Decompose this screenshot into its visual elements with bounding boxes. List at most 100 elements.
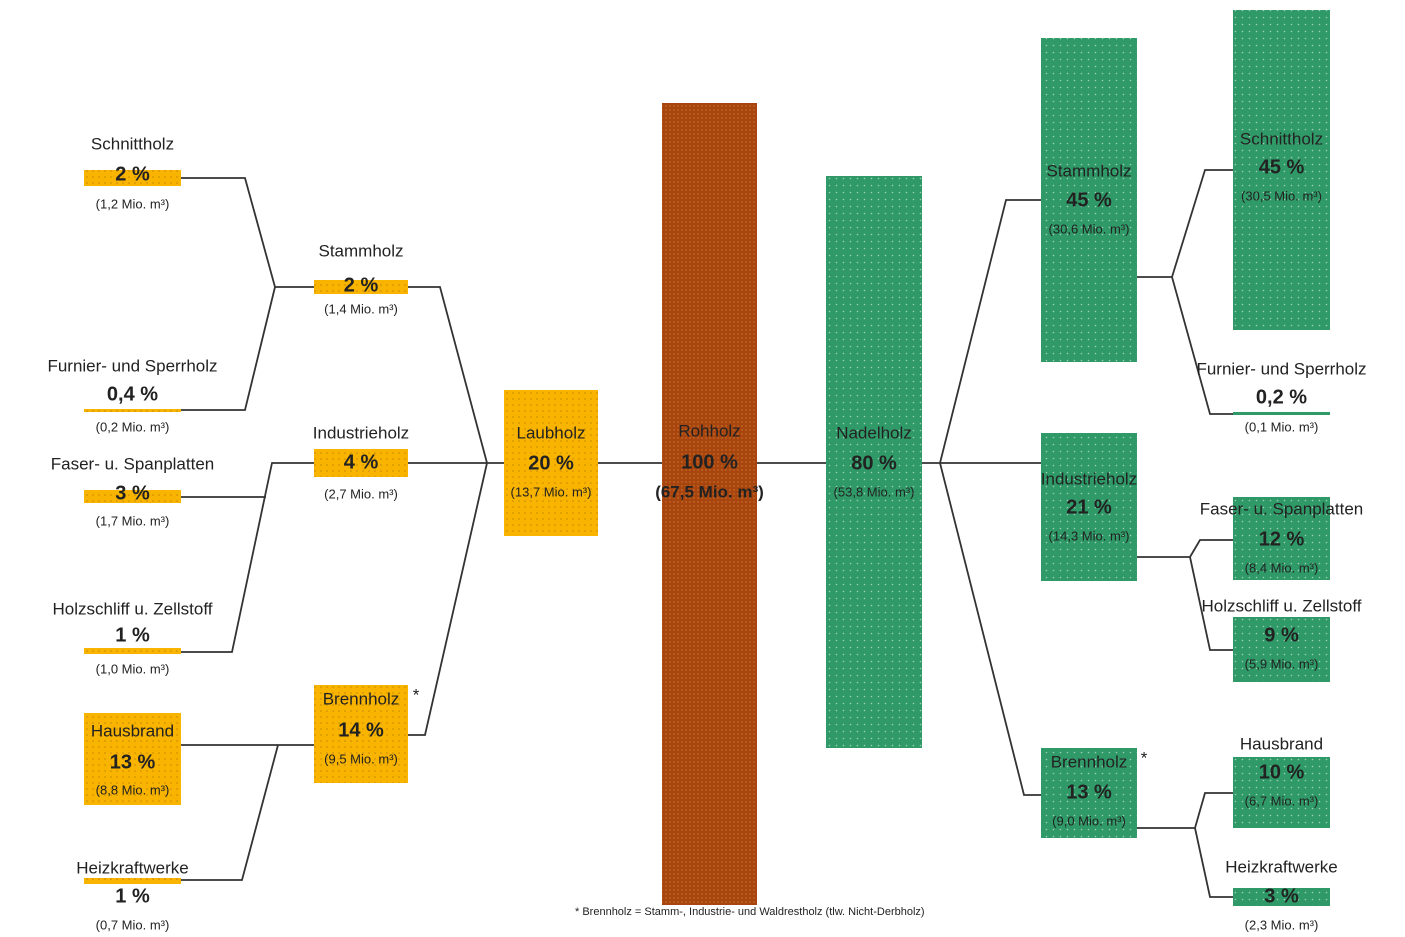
connector (181, 177, 314, 411)
node: Holzschliff u. Zellstoff 1 % (1,0 Mio. m³) (53, 599, 213, 676)
node: Stammholz 45 % (30,6 Mio. m³) (1041, 38, 1137, 362)
node-percent: 12 % (1259, 528, 1305, 550)
connector (1137, 169, 1233, 415)
node-box (1041, 38, 1137, 362)
node-volume: (1,7 Mio. m³) (96, 513, 170, 528)
node: Brennholz * 14 % (9,5 Mio. m³) (314, 685, 420, 783)
node-label: Holzschliff u. Zellstoff (1202, 596, 1362, 615)
node-volume: (67,5 Mio. m³) (655, 482, 764, 501)
node: Schnittholz 2 % (1,2 Mio. m³) (84, 134, 181, 211)
node-percent: 2 % (344, 274, 379, 296)
node: Faser- u. Spanplatten 12 % (8,4 Mio. m³) (1200, 497, 1363, 580)
node-label: Brennholz (1051, 752, 1128, 771)
node: Rohholz 100 % (67,5 Mio. m³) (655, 103, 764, 905)
node-volume: (8,4 Mio. m³) (1245, 560, 1319, 575)
node-percent: 10 % (1259, 761, 1305, 783)
node: Industrieholz 21 % (14,3 Mio. m³) (1041, 433, 1137, 581)
node-percent: 1 % (115, 885, 150, 907)
node-box (1233, 10, 1330, 330)
node-label: Rohholz (678, 421, 740, 440)
node-percent: 9 % (1264, 624, 1299, 646)
node-label: Brennholz (323, 689, 400, 708)
node: Hausbrand 13 % (8,8 Mio. m³) (84, 713, 181, 805)
connector (181, 462, 314, 653)
node: Brennholz * 13 % (9,0 Mio. m³) (1041, 748, 1148, 838)
node-label: Laubholz (516, 423, 585, 442)
node-label: Schnittholz (1240, 129, 1323, 148)
node-percent: 2 % (115, 163, 150, 185)
node-volume: (9,5 Mio. m³) (324, 751, 398, 766)
node-box (826, 176, 922, 748)
connector (1137, 539, 1233, 651)
node-box (1233, 757, 1330, 828)
node-percent: 100 % (681, 451, 738, 473)
node-box (1233, 888, 1330, 906)
node-volume: (1,4 Mio. m³) (324, 301, 398, 316)
node-volume: (1,0 Mio. m³) (96, 661, 170, 676)
node: Schnittholz 45 % (30,5 Mio. m³) (1233, 10, 1330, 330)
node: Holzschliff u. Zellstoff 9 % (5,9 Mio. m³) (1202, 596, 1362, 682)
node: Heizkraftwerke 3 % (2,3 Mio. m³) (1225, 857, 1337, 932)
node-volume: (0,2 Mio. m³) (96, 419, 170, 434)
footnote: * Brennholz = Stamm-, Industrie- und Wal… (575, 906, 925, 918)
node-volume: (5,9 Mio. m³) (1245, 656, 1319, 671)
node-box (84, 878, 181, 884)
node-box (84, 490, 181, 503)
node-box (84, 409, 181, 412)
node-label: Hausbrand (91, 721, 174, 740)
node-percent: 45 % (1066, 189, 1112, 211)
node: Industrieholz 4 % (2,7 Mio. m³) (313, 423, 409, 501)
node: Furnier- und Sperrholz 0,4 % (0,2 Mio. m³) (47, 356, 217, 434)
node-percent: 14 % (338, 719, 384, 741)
node-volume: (9,0 Mio. m³) (1052, 813, 1126, 828)
node-percent: 4 % (344, 451, 379, 473)
node-box (314, 685, 408, 783)
node-volume: (0,7 Mio. m³) (96, 917, 170, 932)
node-box (314, 280, 408, 294)
node-label: Furnier- und Sperrholz (47, 356, 217, 375)
node-label: Nadelholz (836, 423, 912, 442)
node-box (84, 170, 181, 186)
node-box (1233, 617, 1330, 682)
node-box (314, 449, 408, 477)
node-label: Holzschliff u. Zellstoff (53, 599, 213, 618)
node-percent: 21 % (1066, 496, 1112, 518)
node-percent: 0,4 % (107, 383, 158, 405)
node: Faser- u. Spanplatten 3 % (1,7 Mio. m³) (51, 454, 214, 528)
node-volume: (8,8 Mio. m³) (96, 782, 170, 797)
node: Furnier- und Sperrholz 0,2 % (0,1 Mio. m³) (1196, 359, 1366, 434)
node-volume: (0,1 Mio. m³) (1245, 419, 1319, 434)
node-volume: (53,8 Mio. m³) (834, 484, 915, 499)
node-percent: 13 % (1066, 781, 1112, 803)
node-label: Schnittholz (91, 134, 174, 153)
node-label: Stammholz (1046, 161, 1131, 180)
node-percent: 3 % (115, 482, 150, 504)
node-label: Industrieholz (1041, 469, 1137, 488)
node-box (1041, 748, 1137, 838)
node-label: Heizkraftwerke (1225, 857, 1337, 876)
node-volume: (2,7 Mio. m³) (324, 486, 398, 501)
node-percent: 1 % (115, 624, 150, 646)
node-percent: 3 % (1264, 885, 1299, 907)
node-box (1233, 497, 1330, 580)
node-label: Furnier- und Sperrholz (1196, 359, 1366, 378)
node-volume: (6,7 Mio. m³) (1245, 793, 1319, 808)
node-percent: 20 % (528, 452, 574, 474)
connector (408, 286, 504, 736)
node-percent: 80 % (851, 452, 897, 474)
node-label: Stammholz (318, 241, 403, 260)
node-box (84, 713, 181, 805)
node-label: Faser- u. Spanplatten (51, 454, 214, 473)
node-box (662, 103, 757, 905)
node-box (504, 390, 598, 536)
node-percent: 45 % (1259, 156, 1305, 178)
node-box (1041, 433, 1137, 581)
node-volume: (13,7 Mio. m³) (511, 484, 592, 499)
note-mark: * (1141, 748, 1148, 767)
node-box (1233, 412, 1330, 415)
node: Hausbrand 10 % (6,7 Mio. m³) (1233, 734, 1330, 828)
node-volume: (14,3 Mio. m³) (1049, 528, 1130, 543)
note-mark: * (413, 685, 420, 704)
